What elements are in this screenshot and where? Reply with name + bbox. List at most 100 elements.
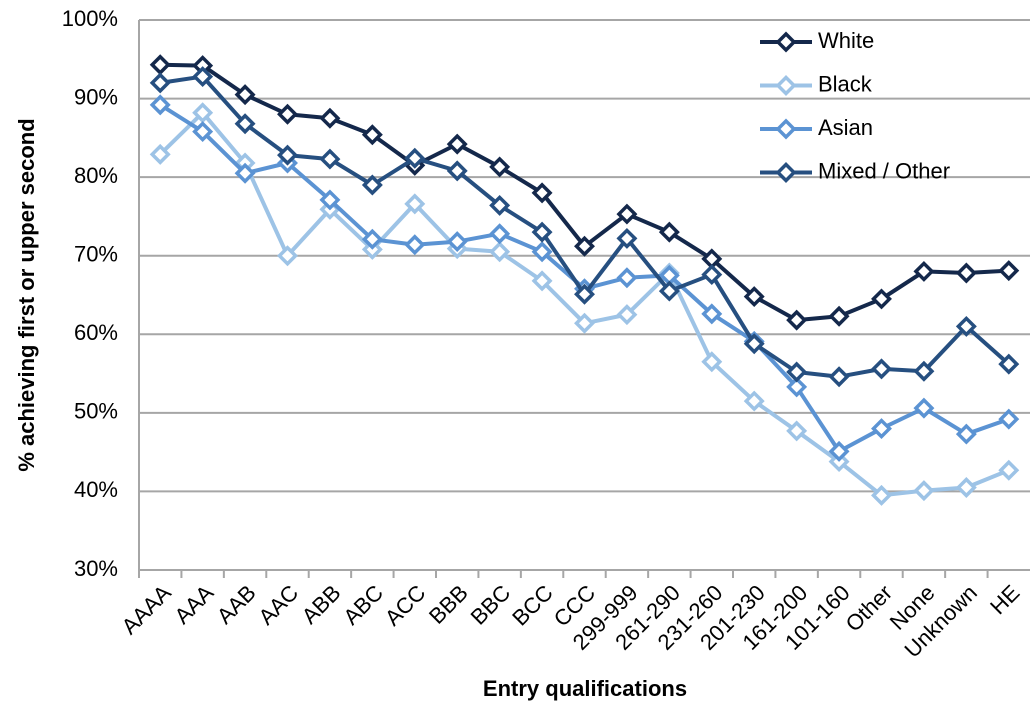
x-tick-label: AAAA [117,580,176,639]
data-point [786,309,808,331]
data-point [234,162,256,184]
data-point [955,423,977,445]
x-tick-label: AAA [169,580,218,629]
x-axis-title: Entry qualifications [483,676,687,701]
data-point [192,66,214,88]
data-point [701,351,723,373]
data-point [786,376,808,398]
data-point [743,286,765,308]
data-point [998,408,1020,430]
data-point [616,267,638,289]
y-tick-label: 90% [74,84,118,109]
data-point [786,420,808,442]
x-tick-label: ABC [338,580,388,630]
y-tick-label: 80% [74,163,118,188]
data-point [149,54,171,76]
data-point [871,418,892,440]
data-point [743,390,765,412]
data-point [192,121,214,143]
data-point [404,147,426,169]
data-point [531,182,553,204]
data-point [277,144,298,166]
legend-marker [775,75,797,96]
legend-marker [775,31,797,53]
x-tick-label: BBB [424,580,473,629]
y-tick-label: 50% [74,399,118,424]
data-point [701,264,723,286]
y-tick-label: 100% [62,6,118,31]
data-point [446,231,468,253]
data-point [955,262,977,284]
data-point [955,477,977,498]
data-point [913,397,935,419]
data-point [361,124,383,146]
data-point [404,193,426,215]
legend-marker [775,118,797,140]
data-point [234,84,256,106]
data-point [828,440,850,462]
data-point [574,235,595,257]
data-point [658,280,680,302]
data-point [192,102,214,124]
data-point [871,484,892,506]
data-point [998,459,1020,481]
data-point [319,107,341,129]
data-point [828,305,850,327]
x-tick-label: AAC [253,580,303,630]
data-point [913,260,935,282]
data-point [871,358,892,380]
data-point [998,260,1020,282]
data-point [786,361,808,383]
data-point [616,304,638,326]
data-point [616,203,638,225]
x-tick-label: ACC [380,580,431,631]
data-point [149,72,171,94]
data-point [913,480,935,502]
data-point [616,227,638,249]
data-point [489,156,511,178]
x-tick-label: AAB [212,580,261,629]
data-point [871,288,892,310]
y-tick-label: 70% [74,242,118,267]
legend-label: Mixed / Other [818,158,950,183]
data-point [446,133,468,155]
y-tick-label: 60% [74,320,118,345]
legend-marker [775,162,797,183]
data-point [277,245,298,267]
data-point [319,148,341,170]
legend-label: White [818,28,874,53]
data-point [489,194,511,216]
data-point [743,333,765,355]
data-point [404,234,426,256]
data-point [489,241,511,263]
x-tick-label: Other [841,580,898,637]
data-point [574,312,595,334]
legend-label: Black [818,71,873,96]
data-point [149,94,171,116]
data-point [658,221,680,243]
data-point [701,303,723,325]
data-point [234,113,256,135]
data-point [361,228,383,250]
data-point [574,283,595,305]
data-point [531,221,553,243]
data-point [955,315,977,337]
x-tick-label: ABB [297,580,346,629]
x-tick-label: BBC [466,580,516,630]
data-point [913,360,935,382]
legend-label: Asian [818,115,873,140]
data-point [531,270,553,292]
y-tick-label: 40% [74,477,118,502]
data-point [361,174,383,196]
data-point [149,143,171,165]
x-tick-label: BCC [507,580,558,631]
data-point [998,353,1020,375]
y-tick-label: 30% [74,556,118,581]
data-point [277,103,298,125]
x-tick-label: HE [985,580,1024,619]
y-axis-title: % achieving first or upper second [14,118,39,471]
data-point [319,189,341,211]
data-point [828,366,850,388]
data-point [446,160,468,182]
